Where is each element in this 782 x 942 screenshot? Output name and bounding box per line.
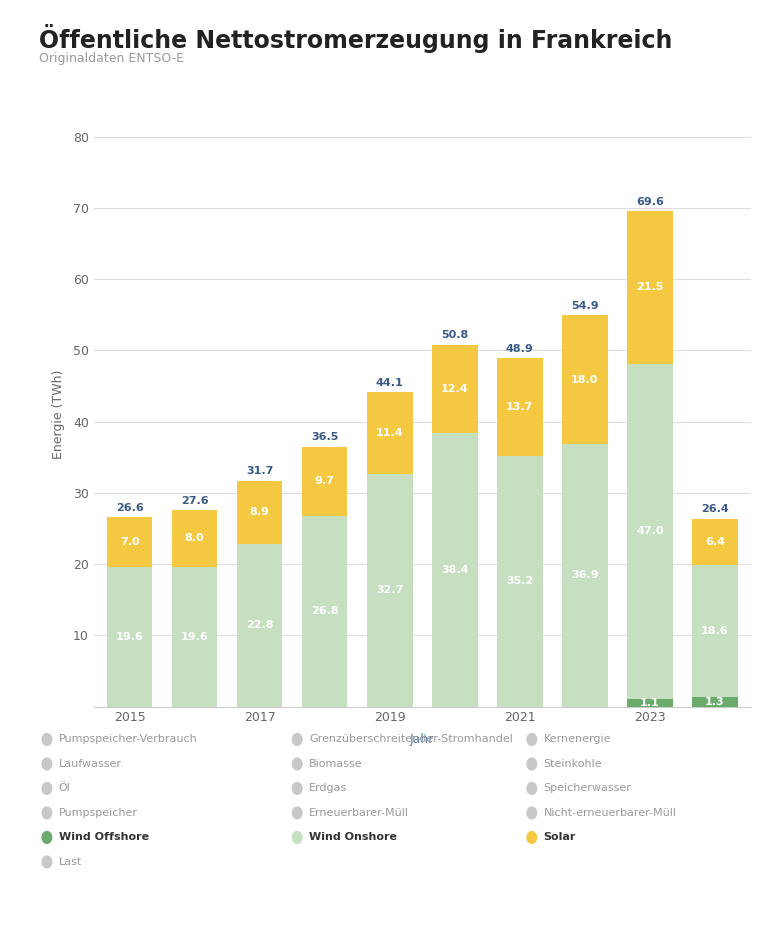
Text: Erneuerbarer-Müll: Erneuerbarer-Müll: [309, 808, 409, 818]
Text: 6.4: 6.4: [705, 537, 725, 547]
Text: 50.8: 50.8: [441, 331, 468, 340]
Text: 38.4: 38.4: [441, 565, 468, 575]
Text: 22.8: 22.8: [246, 620, 274, 630]
Bar: [692, 519, 737, 565]
Bar: [107, 517, 152, 567]
Bar: [432, 433, 478, 706]
Y-axis label: Energie (TWh): Energie (TWh): [52, 370, 65, 459]
Bar: [627, 699, 673, 706]
Bar: [497, 456, 543, 706]
Bar: [302, 515, 347, 706]
Text: 8.0: 8.0: [185, 533, 204, 544]
Text: 13.7: 13.7: [506, 402, 533, 412]
Text: Öffentliche Nettostromerzeugung in Frankreich: Öffentliche Nettostromerzeugung in Frank…: [39, 24, 673, 53]
Text: 44.1: 44.1: [376, 378, 404, 388]
Text: 36.5: 36.5: [311, 432, 339, 442]
Text: 19.6: 19.6: [116, 632, 143, 642]
Text: 26.6: 26.6: [116, 503, 143, 512]
Bar: [562, 444, 608, 706]
Text: 21.5: 21.5: [637, 283, 664, 292]
Text: Pumpspeicher-Verbrauch: Pumpspeicher-Verbrauch: [59, 735, 197, 744]
Bar: [562, 316, 608, 444]
Bar: [432, 345, 478, 433]
Text: Laufwasser: Laufwasser: [59, 759, 122, 769]
Text: Biomasse: Biomasse: [309, 759, 363, 769]
Bar: [692, 565, 737, 697]
Text: 27.6: 27.6: [181, 495, 209, 506]
Text: 11.4: 11.4: [376, 428, 404, 438]
Text: 36.9: 36.9: [571, 570, 599, 580]
Text: Pumpspeicher: Pumpspeicher: [59, 808, 138, 818]
Text: 18.6: 18.6: [701, 626, 729, 636]
Text: 69.6: 69.6: [636, 197, 664, 206]
Text: 31.7: 31.7: [246, 466, 274, 477]
Text: 47.0: 47.0: [637, 527, 664, 536]
Bar: [107, 567, 152, 706]
Bar: [237, 544, 282, 706]
Bar: [627, 364, 673, 699]
Text: 1.1: 1.1: [640, 698, 660, 707]
Text: 12.4: 12.4: [441, 383, 468, 394]
Bar: [302, 447, 347, 515]
Text: 48.9: 48.9: [506, 344, 533, 354]
Text: Solar: Solar: [543, 833, 576, 842]
Text: Wind Onshore: Wind Onshore: [309, 833, 397, 842]
Text: 26.8: 26.8: [311, 606, 339, 616]
Text: 54.9: 54.9: [571, 301, 599, 311]
Bar: [692, 697, 737, 706]
Text: Grenzüberschreitender-Stromhandel: Grenzüberschreitender-Stromhandel: [309, 735, 513, 744]
Text: 8.9: 8.9: [249, 508, 270, 517]
Bar: [367, 474, 413, 706]
Text: 26.4: 26.4: [701, 504, 729, 514]
Text: Kernenergie: Kernenergie: [543, 735, 611, 744]
Text: 18.0: 18.0: [571, 375, 598, 384]
Bar: [497, 358, 543, 456]
Text: 19.6: 19.6: [181, 632, 209, 642]
Bar: [172, 510, 217, 567]
Text: Steinkohle: Steinkohle: [543, 759, 602, 769]
Text: Nicht-erneuerbarer-Müll: Nicht-erneuerbarer-Müll: [543, 808, 676, 818]
Text: 7.0: 7.0: [120, 537, 139, 547]
Text: 9.7: 9.7: [315, 476, 335, 486]
Bar: [237, 480, 282, 544]
Text: 1.3: 1.3: [705, 697, 725, 706]
Bar: [172, 567, 217, 706]
Text: Erdgas: Erdgas: [309, 784, 347, 793]
Text: 32.7: 32.7: [376, 585, 404, 595]
Text: Öl: Öl: [59, 784, 70, 793]
Text: Last: Last: [59, 857, 82, 867]
Text: 35.2: 35.2: [506, 577, 533, 586]
Text: Originaldaten ENTSO-E: Originaldaten ENTSO-E: [39, 52, 184, 65]
Text: Wind Offshore: Wind Offshore: [59, 833, 149, 842]
Text: Speicherwasser: Speicherwasser: [543, 784, 631, 793]
Bar: [627, 211, 673, 364]
Bar: [367, 393, 413, 474]
X-axis label: Jahr: Jahr: [410, 733, 435, 746]
